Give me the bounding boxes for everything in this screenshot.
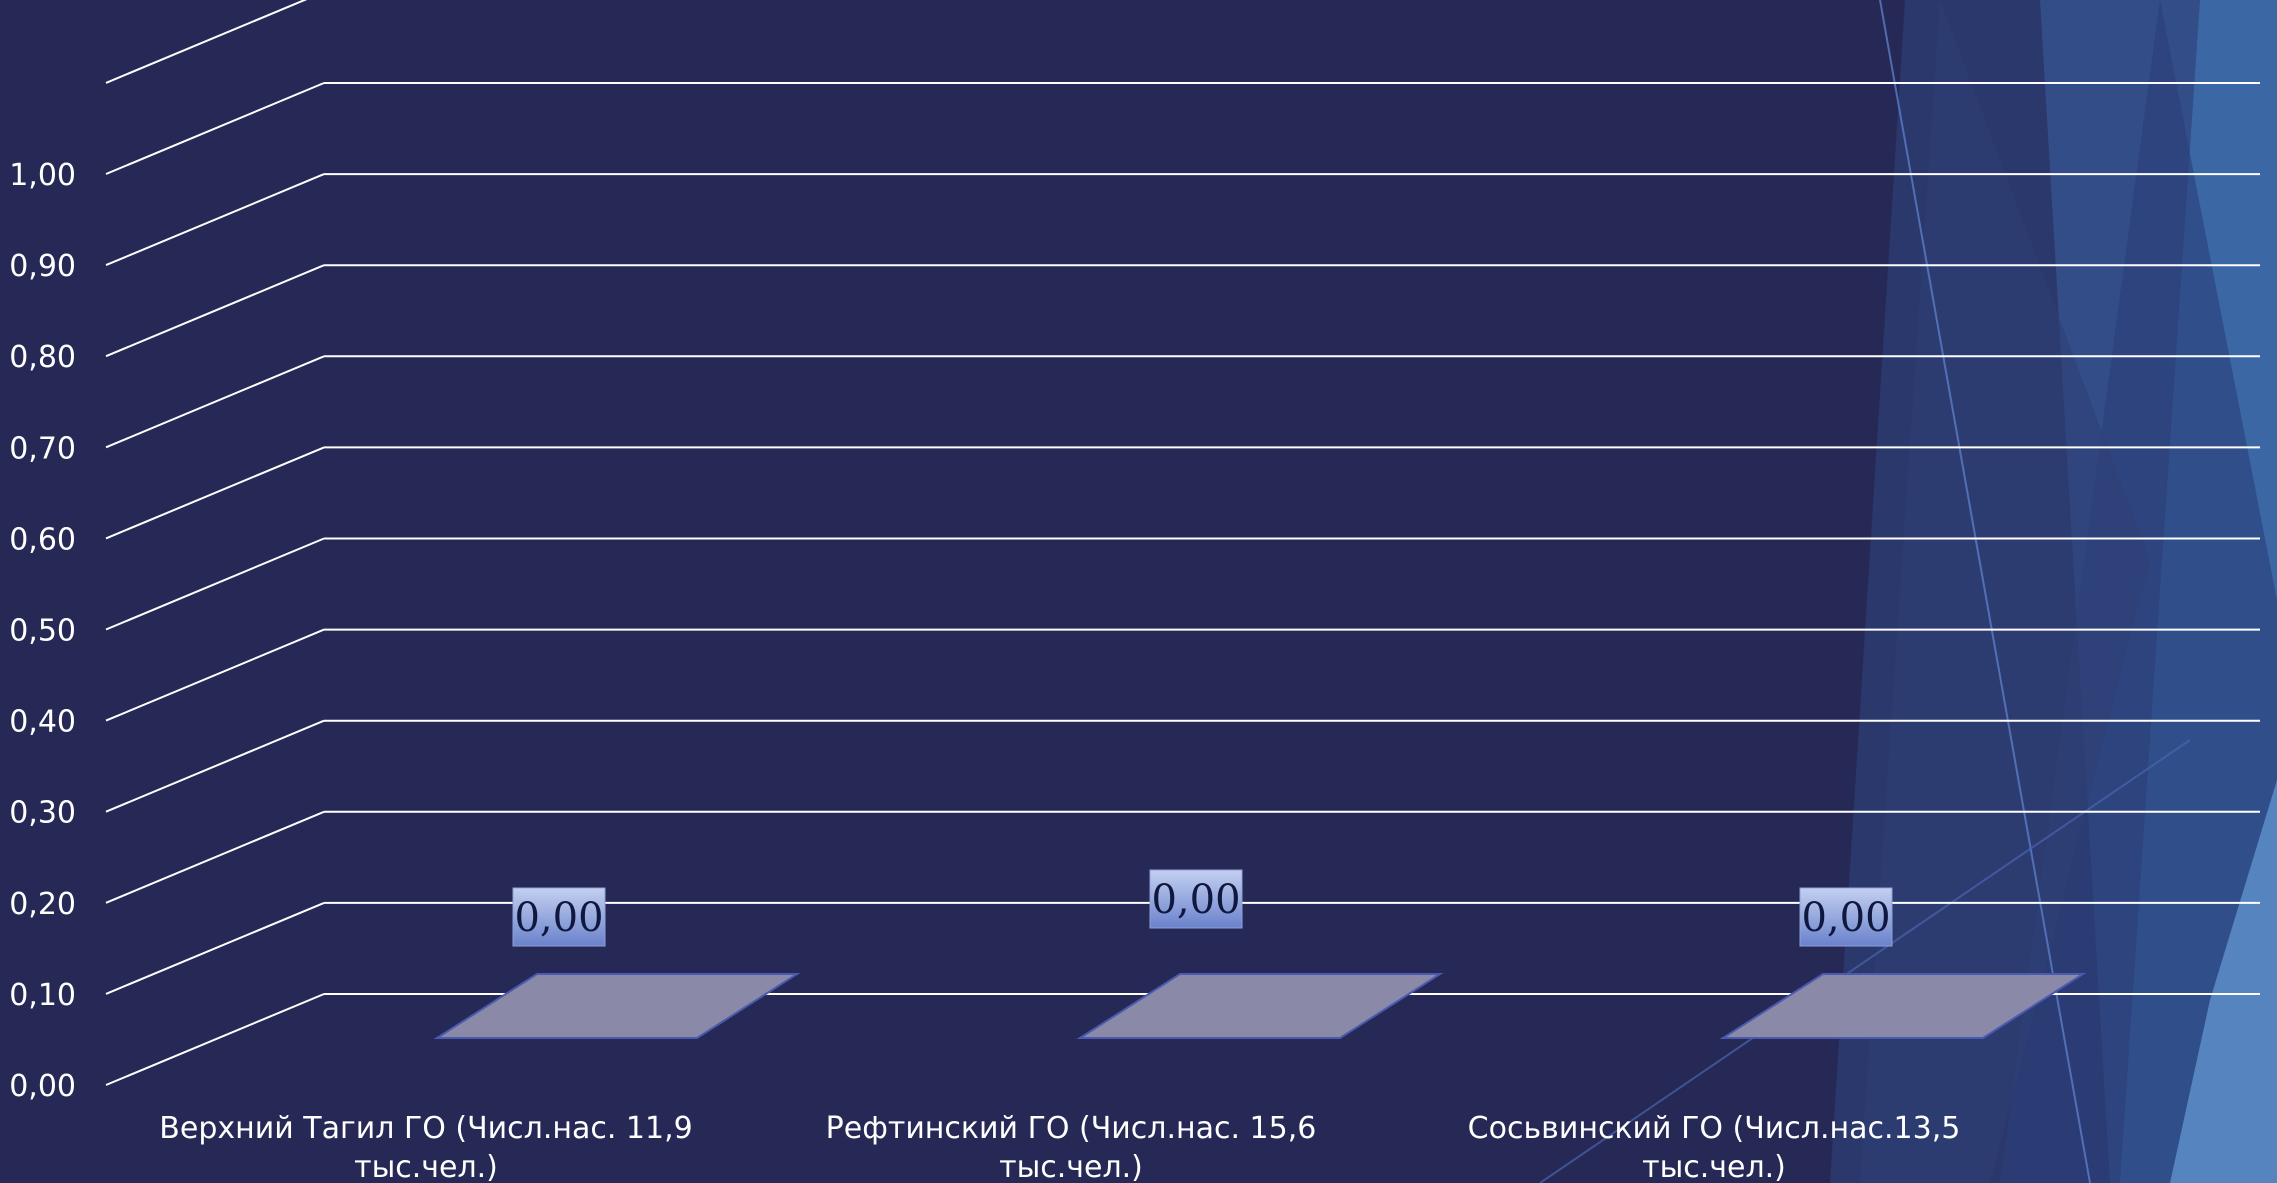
gridline-diagonal [105,537,325,631]
y-tick-label: 0,00 [9,1069,76,1104]
bars [433,973,2087,1039]
y-tick-label: 0,10 [9,978,76,1013]
data-label: 0,00 [514,895,603,941]
y-tick-label: 0,80 [9,340,76,375]
bar [1076,973,1444,1039]
y-tick-label: 0,50 [9,614,76,649]
data-label: 0,00 [1151,877,1240,923]
x-category-label: тыс.чел.) [999,1150,1143,1183]
data-label-box [1149,869,1243,929]
y-tick-label: 0,60 [9,522,76,557]
x-category-label: Сосьвинский ГО (Числ.нас.13,5 [1468,1111,1961,1146]
y-axis-ticks: 0,00 0,10 0,20 0,30 0,40 0,50 0,60 0,70 0,80 0,90… [9,158,76,1104]
gridline-diagonal [105,264,325,358]
y-tick-label: 0,40 [9,705,76,740]
gridline-diagonal [105,0,308,84]
x-axis-labels: Верхний Тагил ГО (Числ.нас. 11,9 тыс.чел.… [159,1111,1960,1183]
gridline-diagonal [105,719,325,813]
x-category-label: Верхний Тагил ГО (Числ.нас. 11,9 [159,1111,692,1146]
gridline-diagonal [105,901,325,995]
x-category-label: Рефтинский ГО (Числ.нас. 15,6 [826,1111,1317,1146]
y-tick-label: 0,20 [9,887,76,922]
data-label-box [512,887,606,947]
gridline-diagonal [105,173,325,267]
bar [433,973,801,1039]
gridline-diagonal [105,355,325,449]
gridlines [105,0,2260,1086]
data-labels: 0,00 0,00 0,00 [512,869,1893,947]
y-tick-label: 1,00 [9,158,76,193]
gridline-diagonal [105,82,325,175]
gridline-diagonal [105,628,325,722]
gridline-diagonal [105,810,325,904]
gridline-diagonal [105,993,325,1086]
y-tick-label: 0,70 [9,431,76,466]
x-category-label: тыс.чел.) [1642,1150,1786,1183]
data-label-box [1799,887,1893,947]
background-decoration [1539,0,2277,1183]
y-tick-label: 0,90 [9,249,76,284]
data-label: 0,00 [1801,895,1890,941]
x-category-label: тыс.чел.) [354,1150,498,1183]
gridline-diagonal [105,446,325,540]
y-tick-label: 0,30 [9,796,76,831]
bar [1719,973,2087,1039]
